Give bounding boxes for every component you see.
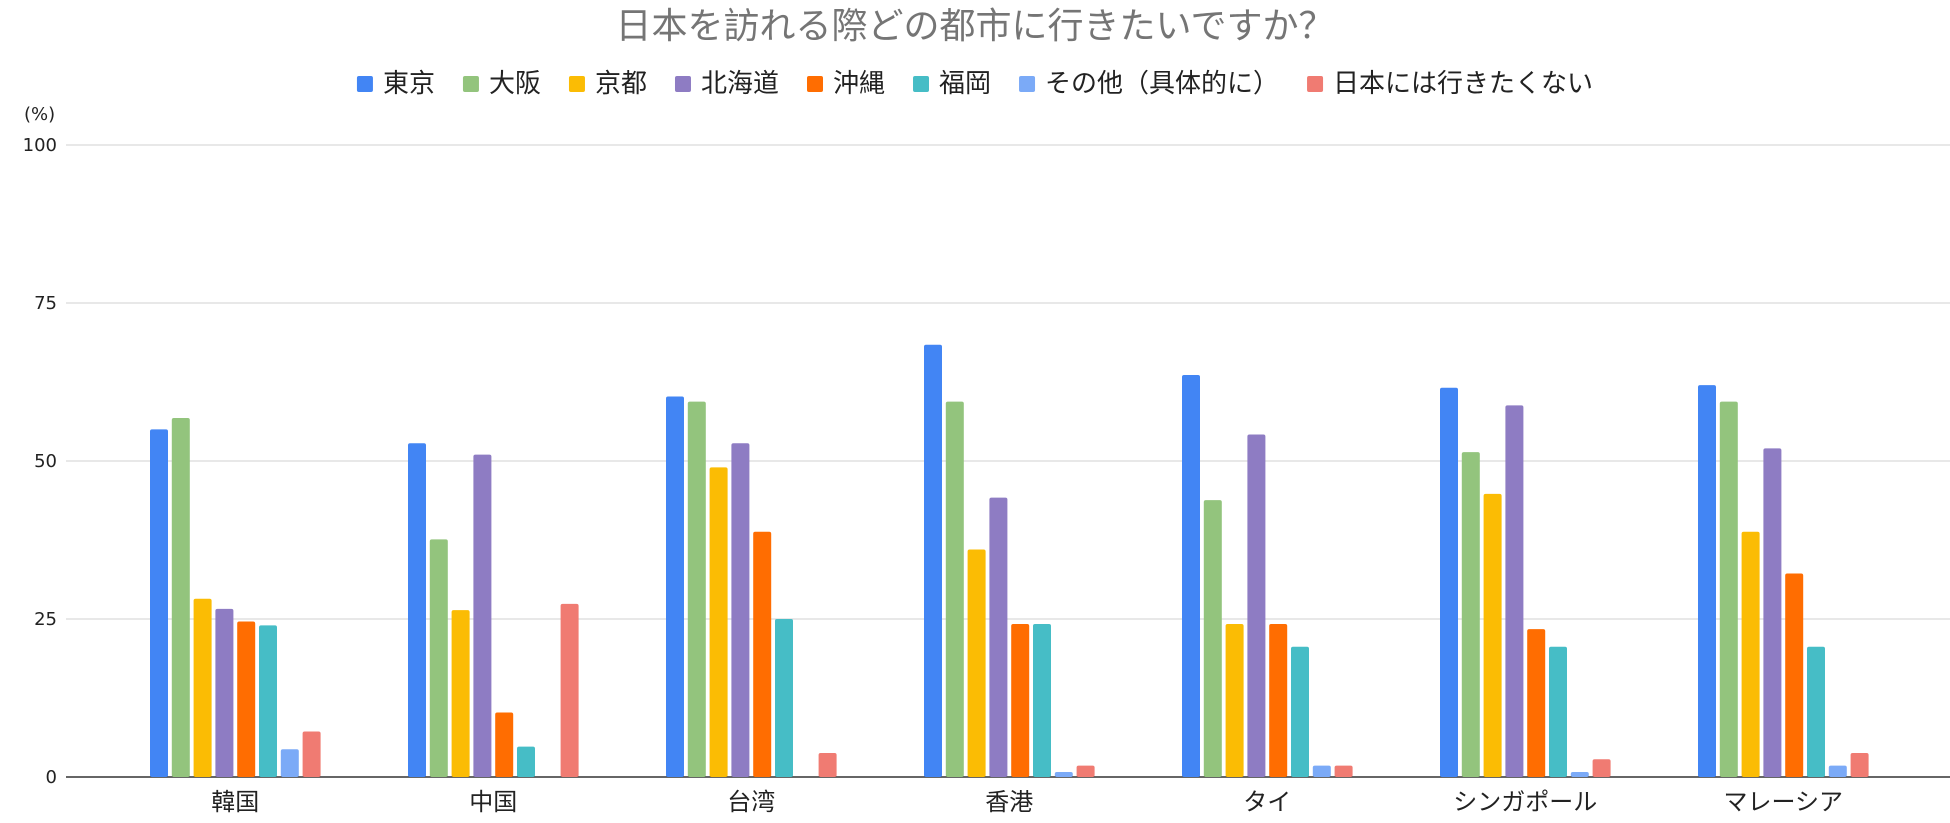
bar: [1225, 624, 1244, 777]
legend-item: 北海道: [674, 69, 779, 99]
y-tick-label: 75: [34, 293, 57, 314]
legend-label: 北海道: [701, 69, 779, 99]
legend-label: 大阪: [489, 69, 541, 99]
legend-swatch: [462, 76, 479, 92]
legend-swatch: [356, 76, 373, 92]
x-tick-label: 香港: [985, 788, 1033, 816]
legend-item: 京都: [568, 69, 647, 99]
legend-swatch: [568, 76, 585, 92]
bar: [1182, 375, 1200, 777]
bar: [967, 549, 986, 777]
legend-label: 日本には行きたくない: [1333, 69, 1593, 99]
x-tick-label: マレーシア: [1724, 788, 1844, 816]
bar: [302, 731, 321, 777]
legend-item: 沖縄: [807, 69, 885, 99]
bar: [473, 454, 492, 777]
legend-item: その他（具体的に）: [1019, 69, 1279, 99]
bar: [924, 344, 942, 777]
bars: [150, 344, 1869, 777]
legend-label: 東京: [383, 69, 435, 99]
x-tick-label: 中国: [469, 788, 517, 816]
y-tick-label: 0: [46, 767, 57, 788]
legend-item: 日本には行きたくない: [1307, 69, 1593, 99]
y-axis-ticks: 0 25 50 75 100: [23, 135, 57, 788]
legend: 東京 大阪 京都 北海道 沖縄 福岡 その他（具体的に） 日本には行きたくない: [356, 69, 1593, 99]
bar: [1785, 573, 1804, 777]
bar: [429, 539, 448, 777]
bar: [560, 603, 579, 777]
bar: [193, 598, 212, 777]
y-tick-label: 50: [34, 451, 57, 472]
gridlines: [66, 144, 1950, 778]
bar: [1698, 385, 1716, 777]
bar: [259, 625, 277, 777]
legend-label: 福岡: [939, 69, 991, 99]
bar: [1549, 646, 1567, 777]
legend-swatch: [807, 76, 823, 92]
bar: [408, 443, 426, 777]
bar: [1269, 624, 1288, 777]
y-tick-label: 25: [34, 609, 57, 630]
bar: [1291, 646, 1309, 777]
bar: [1807, 646, 1825, 777]
bar: [1828, 765, 1847, 777]
bar: [1334, 765, 1353, 777]
bar: [280, 749, 299, 777]
bar: [1076, 765, 1095, 777]
legend-label: その他（具体的に）: [1045, 69, 1279, 99]
bar: [517, 746, 535, 777]
bar: [1592, 759, 1611, 777]
x-tick-label: 台湾: [727, 788, 775, 816]
bar: [1203, 500, 1222, 777]
bar: [215, 608, 234, 777]
bar: [1483, 493, 1502, 777]
bar: [731, 443, 750, 777]
bar: [150, 429, 168, 777]
bar: [1741, 531, 1760, 777]
x-tick-label: シンガポール: [1453, 788, 1597, 816]
bar: [1011, 624, 1030, 777]
bar: [1850, 752, 1869, 777]
bar: [1461, 452, 1480, 777]
legend-swatch: [1019, 76, 1036, 92]
bar: [1505, 405, 1524, 777]
bar: [989, 497, 1008, 777]
bar: [1054, 771, 1073, 777]
bar: [945, 401, 964, 777]
legend-label: 京都: [595, 69, 647, 99]
legend-swatch: [913, 76, 930, 92]
bar: [1312, 765, 1331, 777]
bar: [451, 610, 470, 777]
bar: [1570, 771, 1589, 777]
bar: [171, 418, 190, 777]
bar: [709, 467, 728, 777]
legend-swatch: [674, 76, 691, 92]
y-axis-unit: (%): [24, 104, 55, 125]
chart-title: 日本を訪れる際どの都市に行きたいですか？: [616, 6, 1335, 47]
x-tick-label: 韓国: [211, 788, 259, 816]
bar: [687, 401, 706, 777]
bar: [753, 531, 772, 777]
bar: [1033, 624, 1051, 777]
legend-item: 東京: [356, 69, 435, 99]
bar: [495, 712, 514, 777]
x-axis-ticks: 韓国 中国 台湾 香港 タイ シンガポール マレーシア: [211, 788, 1843, 816]
bar: [1247, 434, 1266, 777]
bar: [237, 621, 256, 777]
legend-item: 福岡: [913, 69, 991, 99]
legend-item: 大阪: [462, 69, 541, 99]
bar: [1763, 448, 1782, 777]
legend-label: 沖縄: [833, 69, 885, 99]
bar: [1440, 387, 1458, 777]
bar: [1719, 401, 1738, 777]
bar: [666, 396, 684, 777]
legend-swatch: [1307, 76, 1324, 92]
bar: [775, 619, 793, 777]
bar: [818, 752, 837, 777]
x-tick-label: タイ: [1243, 788, 1291, 816]
y-tick-label: 100: [23, 135, 57, 156]
bar: [1527, 629, 1546, 777]
